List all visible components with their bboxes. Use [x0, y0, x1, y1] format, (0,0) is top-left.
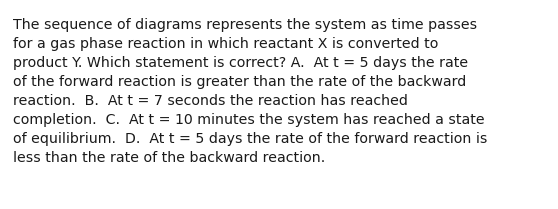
- Text: The sequence of diagrams represents the system as time passes
for a gas phase re: The sequence of diagrams represents the …: [13, 18, 487, 165]
